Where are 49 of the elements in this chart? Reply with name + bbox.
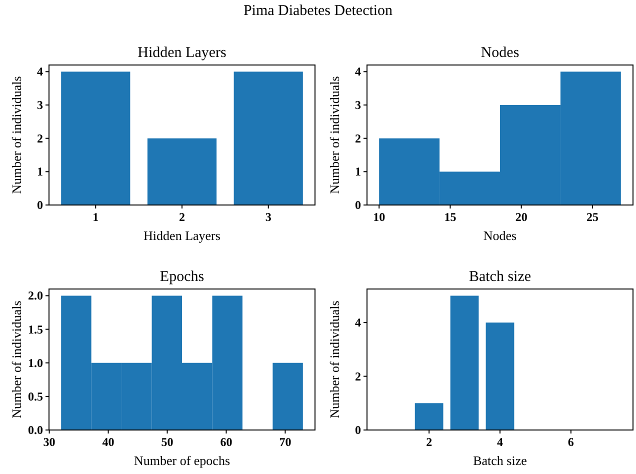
y-tick-label: 1 <box>37 164 43 179</box>
bar <box>414 403 444 430</box>
y-tick-label: 1.0 <box>28 356 43 370</box>
y-tick-label: 2 <box>37 131 43 146</box>
y-tick-label: 0 <box>37 198 43 212</box>
chart-title: Epochs <box>160 269 204 285</box>
x-tick-label: 20 <box>515 210 528 224</box>
x-axis-title: Hidden Layers <box>144 228 220 243</box>
x-tick-label: 4 <box>497 435 503 449</box>
y-tick-label: 2 <box>355 369 361 384</box>
x-tick-label: 6 <box>568 435 574 449</box>
x-axis-title: Batch size <box>473 453 528 468</box>
x-tick-label: 15 <box>444 210 456 224</box>
y-axis-title: Number of individuals <box>9 76 24 194</box>
x-tick-label: 2 <box>426 435 432 449</box>
x-tick-label: 70 <box>279 435 292 449</box>
x-tick-label: 60 <box>220 435 232 449</box>
bar <box>450 296 479 430</box>
x-tick-label: 40 <box>102 435 114 449</box>
x-tick-label: 2 <box>179 210 185 224</box>
x-tick-label: 50 <box>161 435 174 449</box>
x-tick-label: 1 <box>92 210 99 224</box>
y-tick-label: 4 <box>355 64 361 79</box>
y-axis-title: Number of individuals <box>327 76 342 194</box>
x-tick-label: 25 <box>586 210 598 224</box>
x-tick-label: 10 <box>373 210 386 224</box>
x-axis-title: Nodes <box>483 228 517 243</box>
y-tick-label: 0 <box>355 423 361 437</box>
chart-title: Nodes <box>480 45 520 61</box>
y-tick-label: 0.0 <box>28 423 43 437</box>
y-axis-title: Number of individuals <box>327 300 342 418</box>
y-tick-label: 0.5 <box>28 389 43 404</box>
x-axis-title: Number of epochs <box>134 453 230 468</box>
text: Pima Diabetes Detection <box>243 3 394 19</box>
bar <box>486 322 514 430</box>
chart-title: Batch size <box>468 269 532 285</box>
y-axis-title: Number of individuals <box>9 300 24 418</box>
y-tick-label: 2.0 <box>28 288 43 303</box>
y-tick-label: 4 <box>37 64 43 79</box>
y-tick-label: 3 <box>37 98 43 112</box>
x-tick-label: 30 <box>43 435 56 449</box>
chart-title: Hidden Layers <box>138 45 227 61</box>
y-tick-label: 4 <box>355 316 361 330</box>
y-tick-label: 1.5 <box>28 322 43 336</box>
y-tick-label: 2 <box>355 131 361 146</box>
y-tick-label: 0 <box>355 198 361 212</box>
y-tick-label: 1 <box>355 164 361 179</box>
y-tick-label: 3 <box>355 98 361 112</box>
x-tick-label: 3 <box>265 210 272 224</box>
